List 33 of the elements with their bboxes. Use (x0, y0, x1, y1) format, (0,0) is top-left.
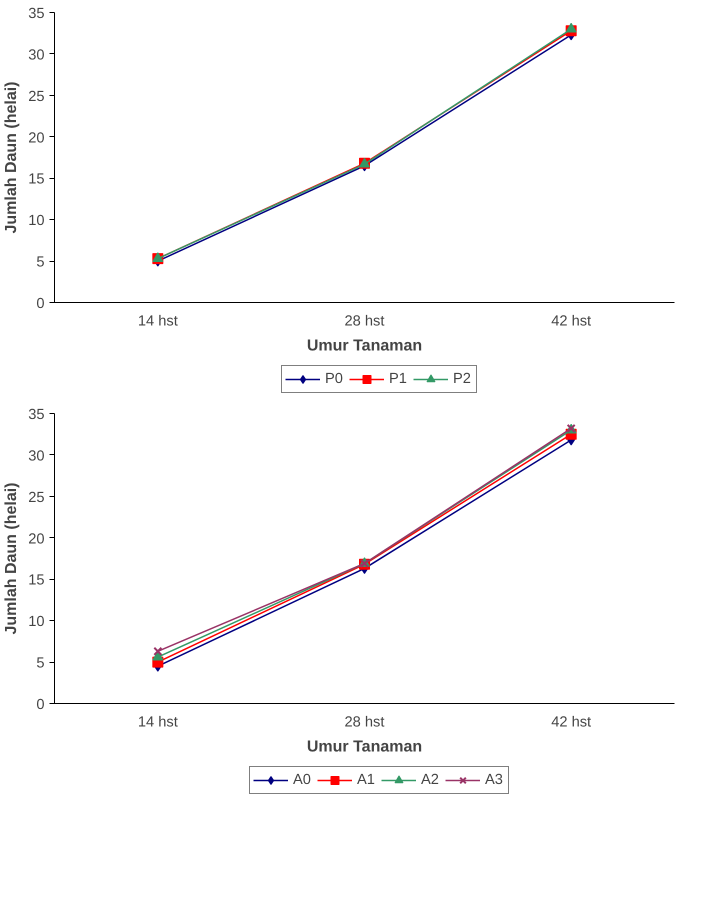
y-tick-label: 20 (28, 130, 45, 146)
y-tick-label: 5 (36, 254, 45, 271)
y-tick-label: 10 (28, 614, 45, 630)
legend-label: A2 (421, 772, 440, 788)
y-tick-label: 20 (28, 531, 45, 548)
y-tick-label: 15 (28, 572, 45, 589)
y-tick-label: 35 (28, 6, 45, 22)
x-axis-title: Umur Tanaman (306, 338, 422, 354)
y-tick-label: 25 (28, 490, 45, 506)
y-tick-label: 5 (36, 656, 45, 672)
y-tick-label: 15 (28, 172, 45, 188)
x-tick-label: 14 hst (138, 714, 178, 730)
x-tick-label: 14 hst (138, 314, 178, 330)
x-tick-label: 28 hst (344, 314, 384, 330)
y-axis-title: Jumlah Daun (helai) (3, 482, 20, 635)
x-axis-title: Umur Tanaman (306, 738, 422, 756)
legend-label: A0 (293, 772, 312, 788)
y-tick-label: 0 (36, 296, 45, 312)
x-tick-label: 42 hst (551, 314, 592, 330)
legend-label: P1 (389, 371, 408, 387)
x-tick-label: 42 hst (551, 714, 592, 730)
legend-label: A3 (485, 772, 504, 788)
y-tick-label: 25 (28, 88, 45, 105)
y-tick-label: 10 (28, 213, 45, 230)
x-tick-label: 28 hst (344, 714, 384, 730)
y-tick-label: 30 (28, 47, 45, 64)
legend-label: P2 (453, 371, 472, 387)
y-tick-label: 35 (28, 407, 45, 423)
legend-label: P0 (325, 371, 344, 387)
y-tick-label: 0 (36, 697, 45, 713)
legend-label: A1 (357, 772, 376, 788)
y-axis-title: Jumlah Daun (helai) (3, 81, 20, 234)
y-tick-label: 30 (28, 448, 45, 464)
